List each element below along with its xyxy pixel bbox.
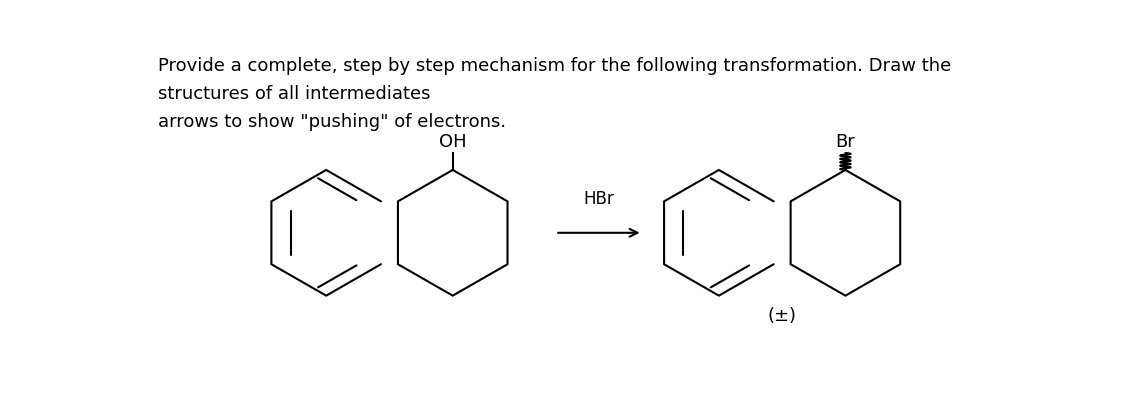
Text: arrows to show "pushing" of electrons.: arrows to show "pushing" of electrons.	[158, 113, 507, 131]
Text: Br: Br	[835, 132, 856, 150]
Text: Provide a complete, step by step mechanism for the following transformation. Dra: Provide a complete, step by step mechani…	[158, 57, 951, 75]
Text: HBr: HBr	[583, 190, 615, 208]
Text: structures of all intermediates: structures of all intermediates	[158, 85, 437, 103]
Text: OH: OH	[439, 132, 466, 150]
Text: (±): (±)	[768, 307, 797, 325]
